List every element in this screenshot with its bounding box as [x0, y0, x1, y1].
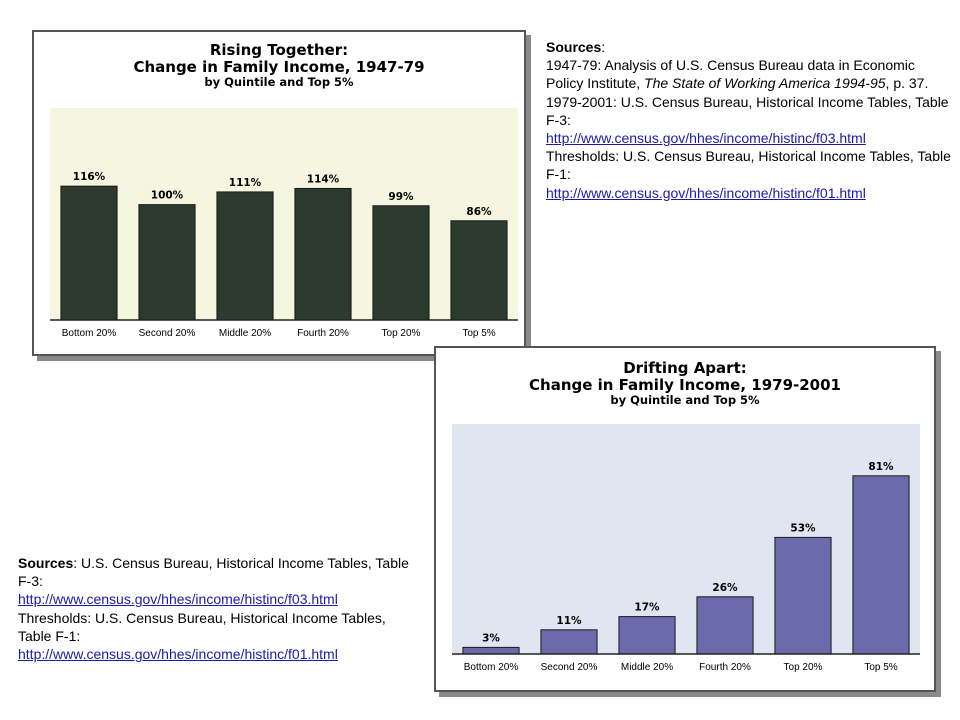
bar-second-20-: [540, 629, 598, 655]
data-label: 26%: [712, 582, 738, 594]
bar-top-5-: [852, 475, 910, 655]
chart-subtitle: Change in Family Income, 1979-2001: [529, 375, 841, 394]
x-tick-label: Top 20%: [784, 662, 823, 673]
bar-top-20-: [372, 205, 430, 321]
sources-colon: :: [601, 39, 606, 55]
x-tick-label: Top 5%: [864, 662, 897, 673]
bar-middle-20-: [216, 191, 274, 321]
sources-heading: Sources: [18, 555, 74, 571]
data-label: 100%: [151, 190, 184, 202]
data-label: 114%: [307, 173, 340, 185]
bar-fourth-20-: [696, 596, 754, 655]
plot-area: [452, 424, 920, 654]
bar-chart-1979-2001: 3% Bottom 20% 11% Second 20% 17% Middle 20% 26…: [452, 424, 920, 673]
chart-subtitle: Change in Family Income, 1947-79: [133, 57, 425, 76]
census-f03-link[interactable]: http://www.census.gov/hhes/income/histin…: [18, 591, 338, 608]
bar-fourth-20-: [294, 187, 352, 321]
sources-heading: Sources: [546, 39, 602, 55]
bar-top-20-: [774, 536, 832, 655]
bar-bottom-20-: [462, 646, 520, 655]
chart-title-main: Drifting Apart:: [623, 359, 747, 377]
data-label: 53%: [790, 522, 816, 534]
data-label: 81%: [868, 461, 894, 473]
x-tick-label: Top 5%: [462, 328, 495, 339]
data-label: 86%: [466, 206, 492, 218]
chart-drifting-apart: Drifting Apart: Change in Family Income,…: [434, 346, 936, 692]
source-line-thresholds: Thresholds: U.S. Census Bureau, Historic…: [18, 609, 386, 644]
bar-second-20-: [138, 204, 196, 321]
chart-title-main: Rising Together:: [209, 41, 349, 59]
bar-middle-20-: [618, 616, 676, 655]
x-tick-label: Fourth 20%: [699, 662, 751, 673]
x-tick-label: Top 20%: [382, 328, 421, 339]
chart-subtitle-2: by Quintile and Top 5%: [204, 74, 354, 89]
data-label: 17%: [634, 602, 660, 614]
sources-note-top: Sources: 1947-79: Analysis of U.S. Censu…: [546, 38, 956, 202]
chart-subtitle-2: by Quintile and Top 5%: [610, 392, 760, 407]
source-page: , p. 37.: [885, 75, 929, 92]
data-label: 111%: [229, 177, 262, 189]
x-tick-label: Fourth 20%: [297, 328, 349, 339]
book-title: The State of Working America 1994-95: [644, 75, 886, 92]
source-line-thresholds: Thresholds: U.S. Census Bureau, Historic…: [546, 148, 951, 183]
x-tick-label: Bottom 20%: [62, 328, 117, 339]
bar-bottom-20-: [60, 185, 118, 321]
source-line-1947: 1947-79: Analysis of U.S. Census Bureau …: [546, 57, 915, 92]
bar-chart-1947-79: 116% Bottom 20% 100% Second 20% 111% Middle 2…: [50, 108, 518, 339]
plot-area: [50, 108, 518, 320]
chart-title: Drifting Apart: Change in Family Income,…: [436, 360, 934, 406]
data-label: 116%: [73, 171, 106, 183]
x-tick-label: Second 20%: [541, 662, 598, 673]
census-f03-link[interactable]: http://www.census.gov/hhes/income/histin…: [546, 130, 866, 147]
x-tick-label: Middle 20%: [219, 328, 271, 339]
census-f01-link[interactable]: http://www.census.gov/hhes/income/histin…: [546, 184, 866, 201]
x-tick-label: Middle 20%: [621, 662, 673, 673]
bar-top-5-: [450, 220, 508, 321]
chart-title: Rising Together: Change in Family Income…: [34, 42, 524, 88]
data-label: 99%: [388, 191, 414, 203]
x-tick-label: Second 20%: [139, 328, 196, 339]
data-label: 11%: [556, 615, 582, 627]
census-f01-link[interactable]: http://www.census.gov/hhes/income/histin…: [18, 646, 338, 663]
chart-rising-together: Rising Together: Change in Family Income…: [32, 30, 526, 356]
data-label: 3%: [482, 632, 500, 644]
sources-note-bottom: Sources: U.S. Census Bureau, Historical …: [18, 554, 418, 663]
x-tick-label: Bottom 20%: [464, 662, 519, 673]
source-line-1979: 1979-2001: U.S. Census Bureau, Historica…: [546, 93, 949, 128]
source-line-f03: : U.S. Census Bureau, Historical Income …: [18, 555, 409, 590]
